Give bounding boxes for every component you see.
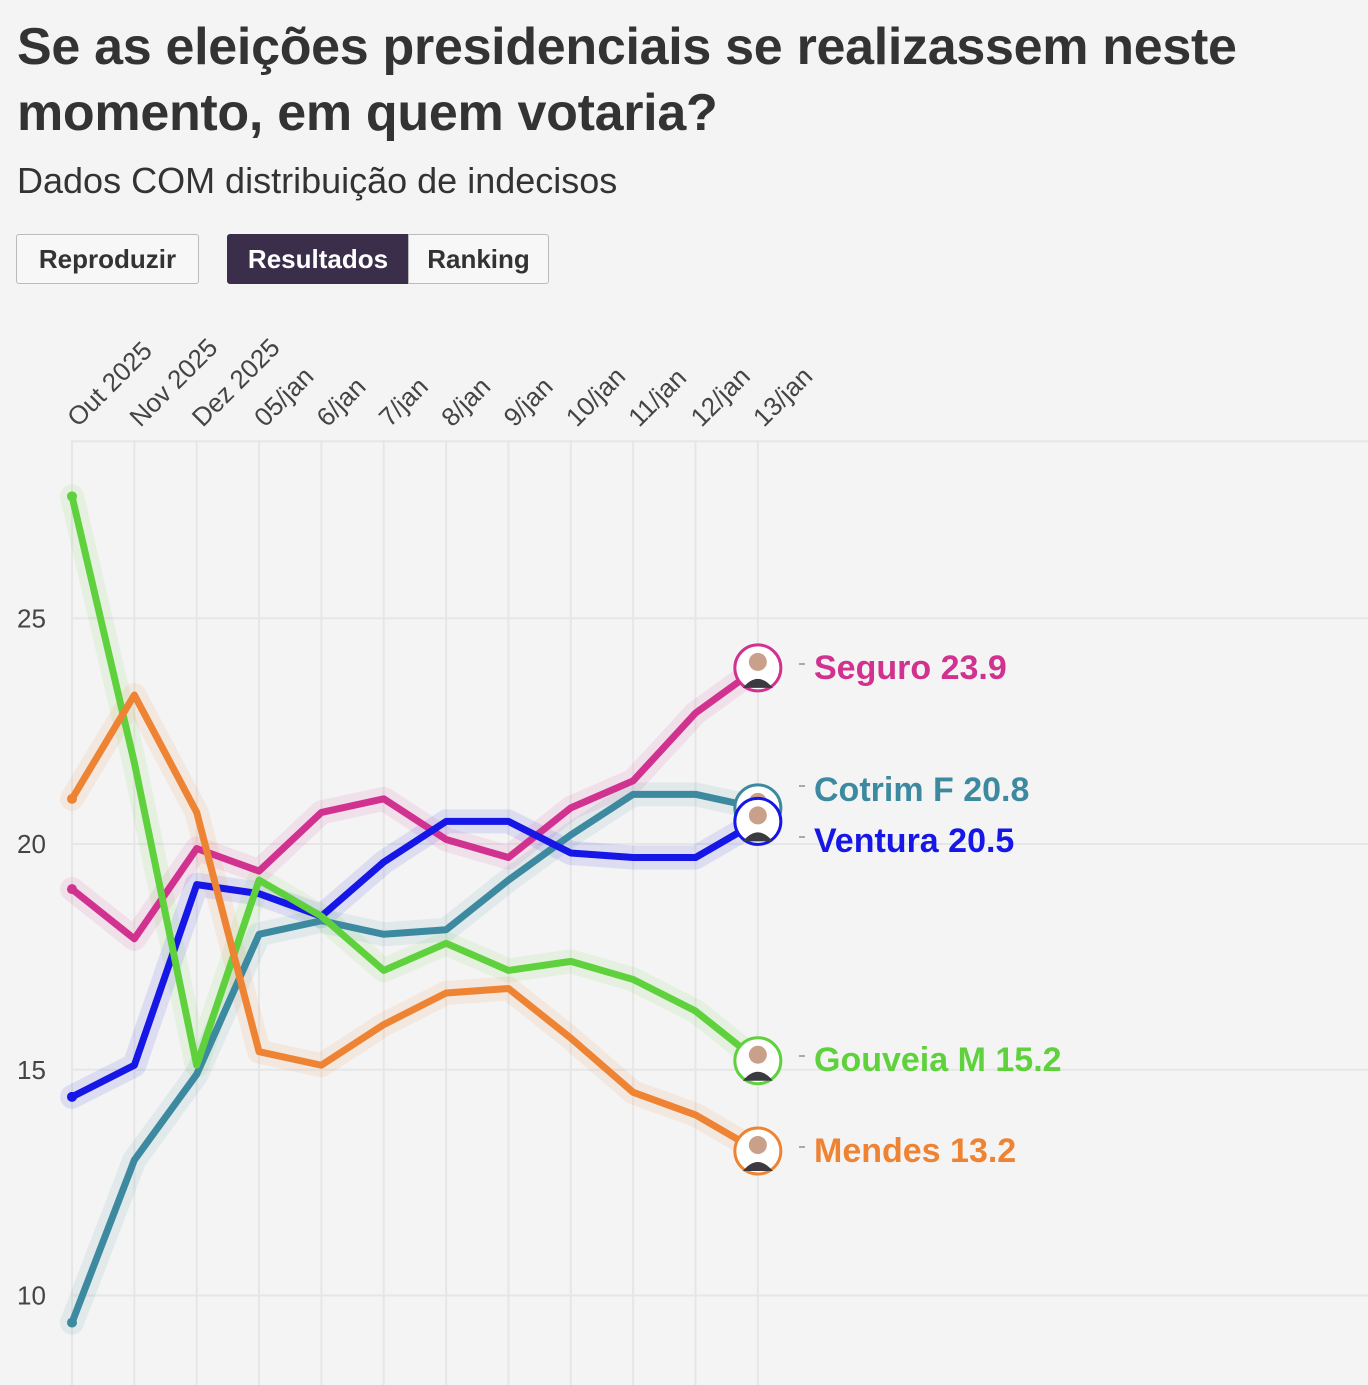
y-tick-label: 10 xyxy=(17,1281,46,1311)
x-tick-label: 7/jan xyxy=(373,371,434,432)
avatar-body-icon xyxy=(742,1162,773,1172)
results-tab[interactable]: Resultados xyxy=(227,234,409,284)
series-line-seguro xyxy=(69,665,760,943)
avatar-body-icon xyxy=(742,1071,773,1081)
x-tick-label: 6/jan xyxy=(310,371,371,432)
avatar-face-icon xyxy=(748,1045,767,1064)
series-line-gouveia-m xyxy=(68,495,761,1069)
series-end-label: Cotrim F 20.8 xyxy=(814,771,1029,809)
avatar-body-icon xyxy=(742,678,773,688)
avatar-face-icon xyxy=(748,1136,767,1155)
y-tick-label: 20 xyxy=(17,829,46,859)
series-start-point xyxy=(67,884,77,895)
series-end-label: Gouveia M 15.2 xyxy=(814,1041,1062,1079)
avatar-face-icon xyxy=(748,806,767,825)
avatar-face-icon xyxy=(748,652,767,671)
x-tick-label: 13/jan xyxy=(747,361,818,432)
chart-subtitle: Dados COM distribuição de indecisos xyxy=(17,160,618,201)
series-start-point xyxy=(67,793,77,804)
series-line-ventura xyxy=(70,817,760,1100)
x-tick-label: 9/jan xyxy=(497,371,558,432)
avatar-body-icon xyxy=(742,832,773,842)
y-tick-label: 15 xyxy=(17,1055,46,1085)
chart-title: Se as eleições presidenciais se realizas… xyxy=(17,18,1237,142)
series-start-point xyxy=(67,491,77,502)
series-start-point xyxy=(67,1091,77,1102)
ranking-tab[interactable]: Ranking xyxy=(408,234,549,284)
series-end-label: Seguro 23.9 xyxy=(814,649,1007,687)
play-button[interactable]: Reproduzir xyxy=(16,234,199,284)
x-tick-label: 11/jan xyxy=(622,362,692,432)
series-end-label: Ventura 20.5 xyxy=(814,822,1014,860)
series-line-mendes xyxy=(68,691,760,1155)
x-tick-label: 10/jan xyxy=(560,361,631,432)
series-line-cotrim-f xyxy=(68,790,759,1324)
x-tick-label: 12/jan xyxy=(685,361,756,432)
series-start-point xyxy=(67,1317,77,1328)
y-tick-label: 25 xyxy=(17,603,46,633)
series-end-label: Mendes 13.2 xyxy=(814,1132,1016,1170)
x-tick-label: 8/jan xyxy=(435,371,496,432)
